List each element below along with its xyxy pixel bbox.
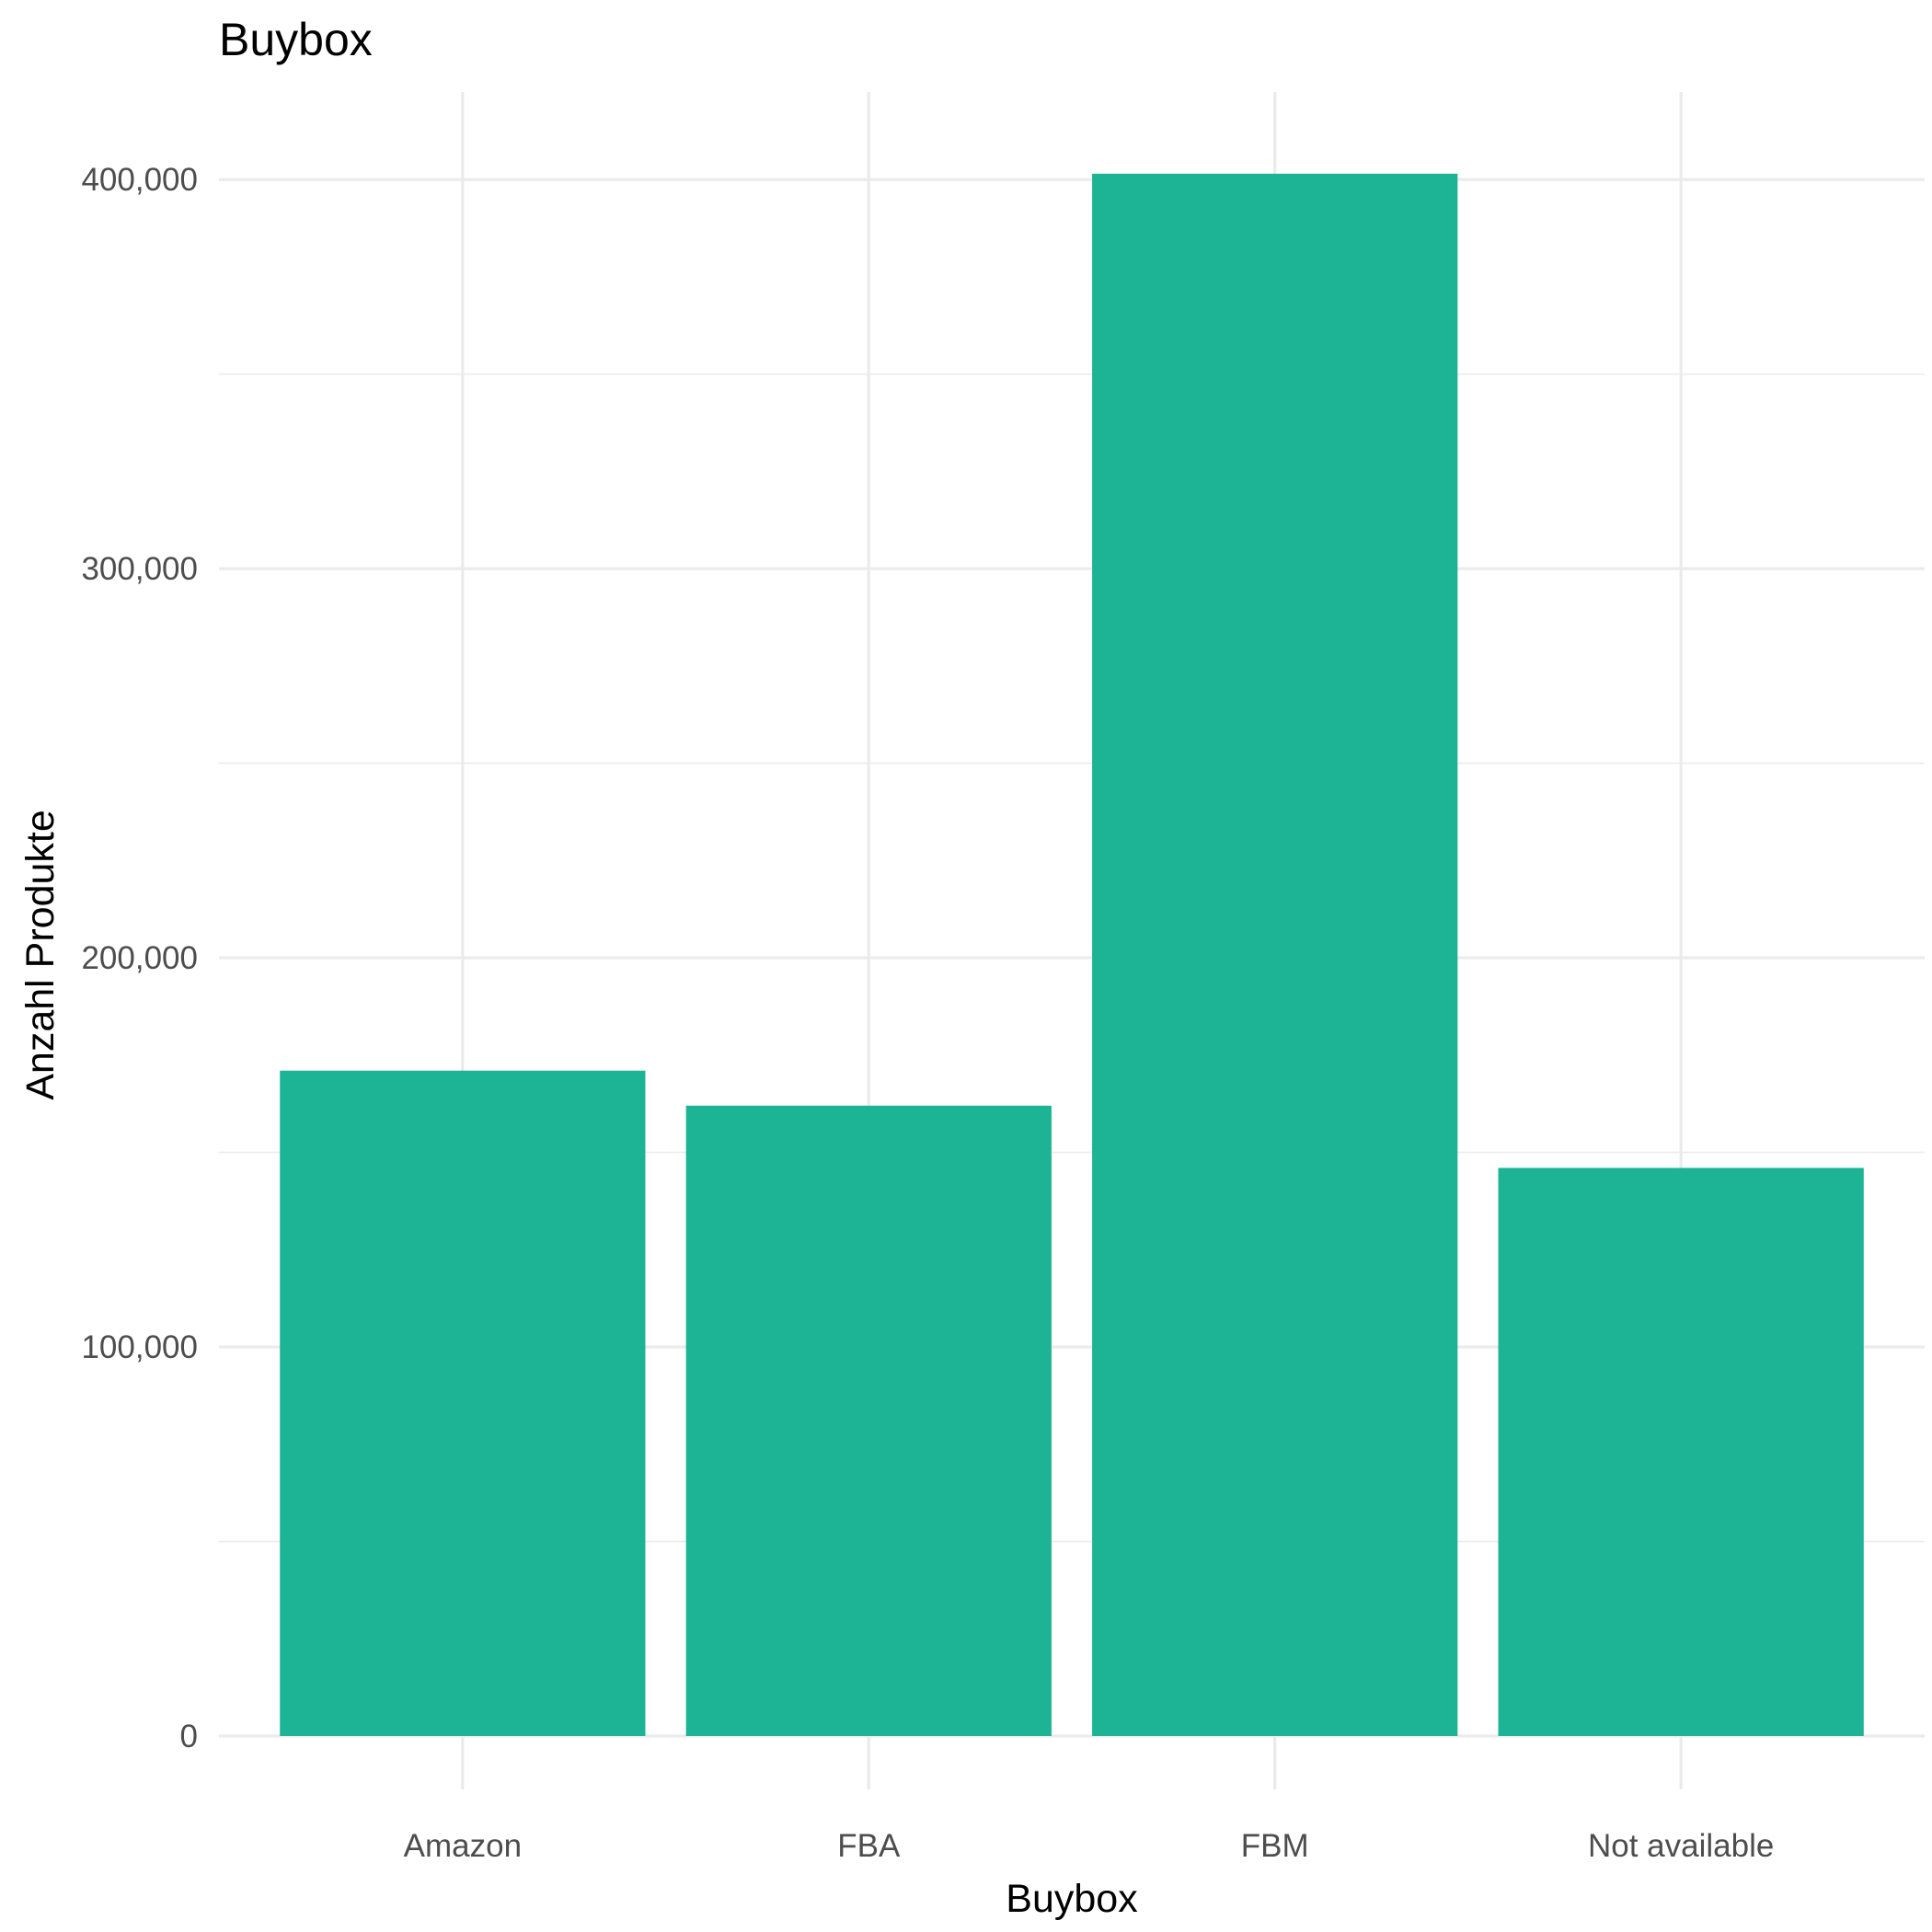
x-axis-ticks: Amazon FBA FBM Not available — [404, 1828, 1775, 1864]
y-axis-ticks: 0 100,000 200,000 300,000 400,000 — [81, 162, 198, 1754]
y-tick-label: 100,000 — [81, 1329, 198, 1365]
x-tick-label: FBM — [1241, 1828, 1309, 1864]
y-tick-label: 200,000 — [81, 940, 198, 976]
y-axis-title: Anzahl Produkte — [18, 810, 63, 1100]
x-tick-label: Not available — [1588, 1828, 1774, 1864]
bar-fba — [685, 1105, 1052, 1736]
bar-amazon — [280, 1070, 646, 1736]
y-tick-label: 400,000 — [81, 162, 198, 198]
bars — [280, 173, 1864, 1737]
bar-fbm — [1092, 173, 1458, 1737]
y-tick-label: 300,000 — [81, 551, 198, 587]
chart-title: Buybox — [219, 14, 373, 65]
x-tick-label: FBA — [837, 1828, 901, 1864]
x-axis-title: Buybox — [1006, 1877, 1138, 1921]
bar-not-available — [1498, 1167, 1864, 1736]
x-tick-label: Amazon — [404, 1828, 522, 1864]
y-tick-label: 0 — [180, 1719, 198, 1754]
